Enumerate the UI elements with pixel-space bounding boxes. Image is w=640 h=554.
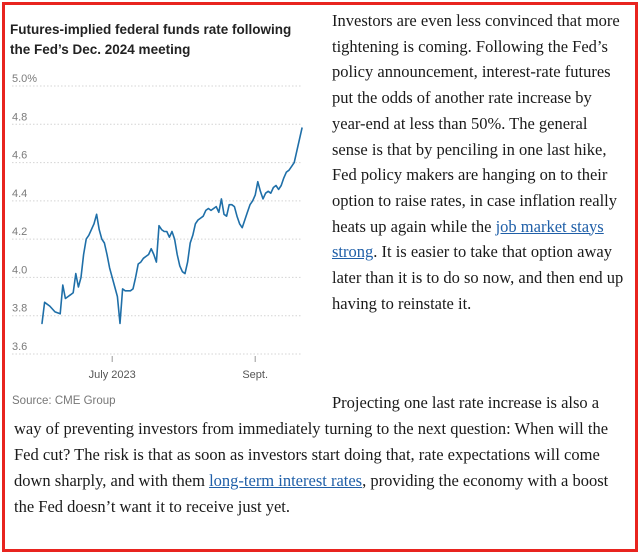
paragraph-1-rest: . It is easier to take that option away … — [332, 242, 624, 313]
y-tick-label: 4.6 — [12, 150, 27, 162]
y-tick-label: 4.4 — [12, 188, 27, 200]
y-tick-label: 4.2 — [12, 226, 27, 238]
y-tick-label: 3.6 — [12, 341, 27, 353]
paragraph-2-text: Projecting one last rate increase is als… — [14, 393, 609, 490]
chart-series — [41, 127, 303, 325]
article-paragraph-1: Investors are even less convinced that m… — [332, 8, 624, 316]
y-tick-label: 4.8 — [12, 111, 27, 123]
article-paragraph-2: Projecting one last rate increase is als… — [14, 390, 612, 520]
chart-source: Source: CME Group — [12, 395, 116, 407]
paragraph-2-rest: , providing the economy with a boost the… — [14, 471, 609, 516]
y-tick-label: 4.0 — [12, 264, 27, 276]
y-tick-label: 3.8 — [12, 303, 27, 315]
y-tick-label: 5.0% — [12, 73, 37, 85]
series-line — [41, 127, 303, 325]
long-term-rates-link[interactable]: long-term interest rates — [209, 471, 363, 490]
chart-gridlines — [12, 85, 302, 355]
x-tick-label: July 2023 — [89, 369, 136, 381]
paragraph-1-text: Investors are even less convinced that m… — [332, 11, 620, 236]
job-market-link[interactable]: job market stays strong — [332, 216, 604, 262]
line-chart: 5.0% 4.8 4.6 4.4 4.2 4.0 3.8 3.6 July 2023 Sept. — [12, 73, 303, 381]
chart-title: Futures-implied federal funds rate follo… — [10, 22, 292, 57]
x-tick-label: Sept. — [242, 369, 268, 381]
chart-x-ticks: July 2023 Sept. — [89, 356, 268, 381]
chart-y-tick-labels: 5.0% 4.8 4.6 4.4 4.2 4.0 3.8 3.6 — [12, 73, 37, 353]
